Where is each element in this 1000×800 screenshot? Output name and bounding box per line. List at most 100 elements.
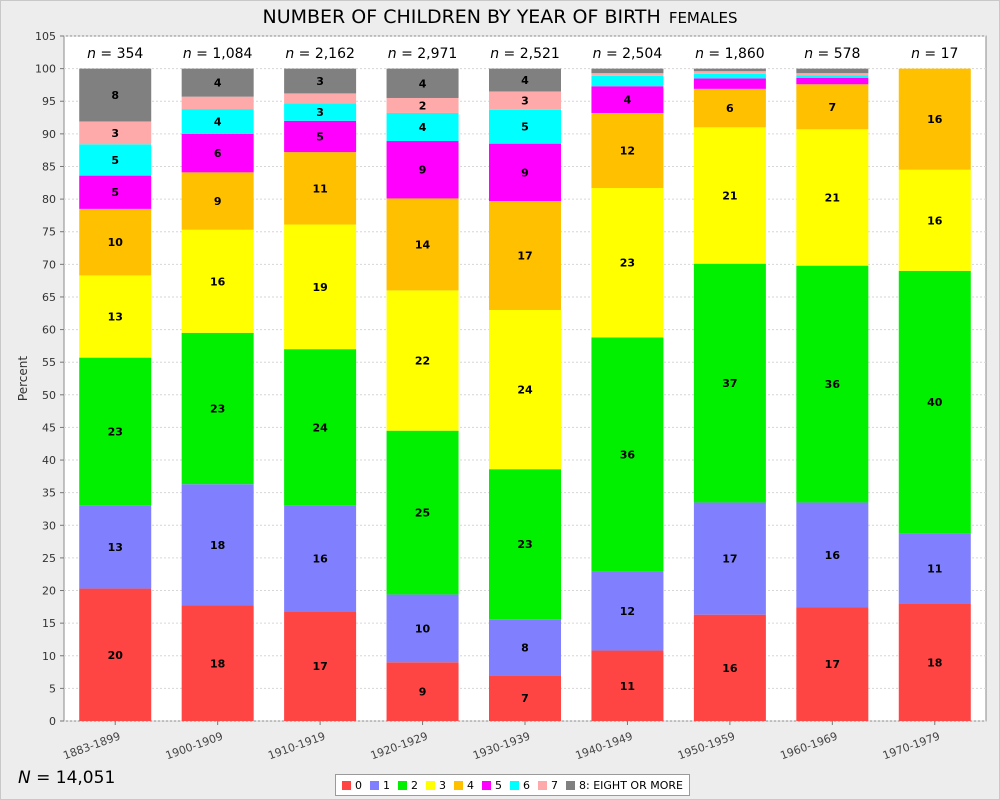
legend-label: 5 <box>495 778 502 792</box>
n-label-symbol: n <box>388 46 397 62</box>
data-label: 4 <box>521 74 529 87</box>
n-label-value: = 1,860 <box>704 46 765 62</box>
data-label: 22 <box>415 355 430 368</box>
y-tick-label: 25 <box>42 552 56 565</box>
bar-segment <box>79 208 152 276</box>
data-label: 10 <box>415 622 431 635</box>
x-tick-label: 1950-1959 <box>676 730 737 763</box>
data-label: 4 <box>419 77 427 90</box>
legend-item: 2 <box>398 779 418 792</box>
legend-item: 8: EIGHT OR MORE <box>566 779 683 792</box>
y-tick-label: 30 <box>42 519 56 532</box>
bar-segment <box>898 270 971 534</box>
bar-segment <box>898 68 971 170</box>
x-tick-label: 1883-1899 <box>61 730 122 763</box>
n-label: n = 578 <box>804 46 860 62</box>
y-tick-label: 90 <box>42 128 56 141</box>
data-label: 23 <box>620 257 635 270</box>
bar-segment <box>181 484 254 606</box>
chart-title-text: NUMBER OF CHILDREN BY YEAR OF BIRTH <box>262 6 661 28</box>
data-label: 19 <box>312 281 327 294</box>
data-label: 13 <box>108 311 123 324</box>
y-tick-label: 100 <box>35 63 56 76</box>
y-tick-label: 70 <box>42 258 56 271</box>
bar-segment <box>489 469 561 620</box>
bar-segment <box>181 605 254 721</box>
bar-segment <box>796 73 869 76</box>
legend-swatch <box>566 780 575 790</box>
y-tick-label: 20 <box>42 585 56 598</box>
data-label: 4 <box>624 94 632 107</box>
legend-swatch <box>454 780 463 790</box>
data-label: 16 <box>210 275 226 288</box>
bar-segment <box>79 68 152 122</box>
bar-segment <box>284 103 357 121</box>
bar-segment <box>489 68 561 92</box>
bar-segment <box>796 75 869 78</box>
data-label: 11 <box>312 182 327 195</box>
bar-segment <box>693 88 766 128</box>
data-label: 21 <box>825 191 840 204</box>
data-label: 8 <box>111 89 119 102</box>
x-tick-label: 1930-1939 <box>471 730 532 763</box>
n-label-value: = 354 <box>96 46 143 62</box>
legend-label: 0 <box>355 778 362 792</box>
y-tick-label: 85 <box>42 160 56 173</box>
legend-swatch <box>482 780 491 790</box>
chart-title: NUMBER OF CHILDREN BY YEAR OF BIRTH FEMAL… <box>0 6 1000 28</box>
legend-item: 5 <box>482 779 502 792</box>
total-n: N = 14,051 <box>18 768 115 788</box>
bar-segment <box>591 112 664 189</box>
y-tick-label: 55 <box>42 356 56 369</box>
bar-segment <box>489 109 561 144</box>
y-tick-label: 0 <box>49 715 56 728</box>
bar-segment <box>284 152 357 225</box>
data-label: 3 <box>316 106 324 119</box>
data-label: 17 <box>517 250 532 263</box>
y-tick-label: 40 <box>42 454 56 467</box>
bar-segment <box>796 84 869 130</box>
bar-segment <box>386 662 459 721</box>
y-tick-label: 15 <box>42 617 56 630</box>
legend-label: 8: EIGHT OR MORE <box>579 778 683 792</box>
n-label-value: = 2,521 <box>499 46 560 62</box>
bar-segment <box>386 290 459 431</box>
bar-segment <box>693 263 766 503</box>
data-label: 36 <box>825 378 841 391</box>
data-label: 2 <box>419 99 427 112</box>
x-tick-label: 1920-1929 <box>369 730 430 763</box>
legend-label: 4 <box>467 778 474 792</box>
bar-segment <box>898 603 971 721</box>
total-n-value: = 14,051 <box>36 768 116 788</box>
data-label: 18 <box>210 657 225 670</box>
bar-segment <box>693 502 766 615</box>
x-tick-label: 1970-1979 <box>881 730 942 763</box>
x-tick-label: 1940-1949 <box>574 730 635 763</box>
n-label-symbol: n <box>804 46 813 62</box>
bar-segment <box>79 505 152 589</box>
n-label-value: = 1,084 <box>192 46 253 62</box>
n-label: n = 2,504 <box>593 46 663 62</box>
bar-segment <box>284 349 357 506</box>
n-label: n = 1,084 <box>183 46 253 62</box>
legend-item: 4 <box>454 779 474 792</box>
y-tick-label: 65 <box>42 291 56 304</box>
legend-item: 1 <box>370 779 390 792</box>
data-label: 10 <box>108 236 124 249</box>
bar-segment <box>489 201 561 310</box>
legend-label: 1 <box>383 778 390 792</box>
data-label: 16 <box>722 662 738 675</box>
n-label: n = 2,162 <box>285 46 355 62</box>
bar-segment <box>591 75 664 87</box>
data-label: 20 <box>108 649 124 662</box>
data-label: 6 <box>214 147 222 160</box>
legend-label: 7 <box>551 778 558 792</box>
bar-segment <box>591 650 664 721</box>
total-n-symbol: N <box>18 768 31 788</box>
bar-segment <box>898 533 971 604</box>
data-label: 12 <box>620 605 635 618</box>
bar-segment <box>898 169 971 271</box>
bar-segment <box>284 120 357 153</box>
data-label: 16 <box>927 214 943 227</box>
